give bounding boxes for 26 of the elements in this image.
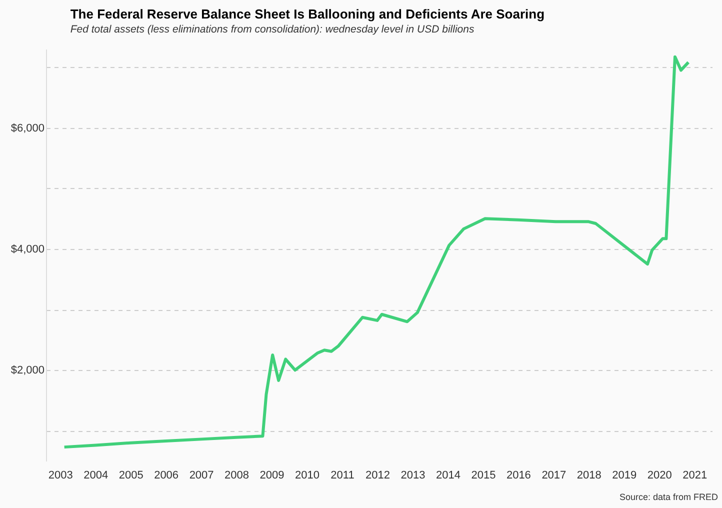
- x-tick-label: 2010: [295, 470, 320, 482]
- x-tick-label: 2007: [189, 470, 214, 482]
- y-tick-label: $2,000: [10, 364, 44, 377]
- x-tick-label: 2013: [400, 470, 426, 482]
- chart-subtitle: Fed total assets (less eliminations from consolidation): wednesday level in USD billions: [70, 24, 475, 36]
- x-tick-label: 2009: [260, 470, 284, 482]
- x-tick-label: 2003: [48, 470, 73, 482]
- x-tick-label: 2021: [682, 470, 708, 482]
- x-tick-label: 2019: [612, 470, 637, 482]
- x-tick-label: 2017: [542, 470, 566, 482]
- y-tick-label: $6,000: [10, 122, 44, 134]
- x-tick-label: 2005: [118, 470, 144, 482]
- x-tick-label: 2018: [576, 470, 602, 482]
- chart-title: The Federal Reserve Balance Sheet Is Ballooning and Deficients Are Soaring: [70, 6, 545, 22]
- source-note: Source: data from FRED: [619, 492, 718, 502]
- x-tick-label: 2014: [436, 470, 460, 482]
- x-tick-label: 2004: [84, 470, 108, 482]
- x-tick-label: 2006: [154, 470, 179, 482]
- x-tick-label: 2016: [506, 470, 531, 482]
- x-tick-label: 2020: [647, 470, 672, 482]
- x-tick-label: 2015: [471, 470, 496, 482]
- x-tick-label: 2008: [224, 470, 250, 482]
- x-tick-label: 2012: [365, 470, 390, 482]
- x-tick-label: 2011: [330, 470, 354, 482]
- line-series: [62, 55, 690, 449]
- y-tick-label: $4,000: [10, 243, 44, 256]
